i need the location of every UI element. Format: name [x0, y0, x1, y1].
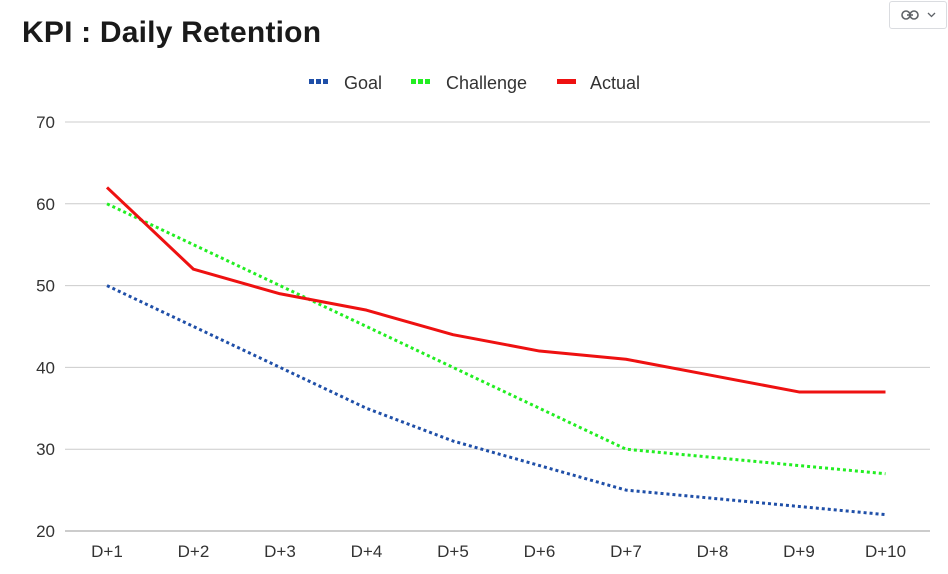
y-tick-label: 30	[36, 440, 55, 459]
legend-swatch	[309, 79, 314, 84]
legend-swatch	[316, 79, 321, 84]
x-tick-label: D+8	[697, 542, 729, 561]
chevron-down-icon	[927, 12, 935, 18]
y-tick-label: 40	[36, 358, 55, 377]
legend-label-goal: Goal	[344, 73, 382, 93]
y-tick-label: 50	[36, 277, 55, 296]
x-tick-label: D+9	[783, 542, 815, 561]
legend-swatch	[323, 79, 328, 84]
legend-swatch	[411, 79, 416, 84]
legend-swatch	[418, 79, 423, 84]
series-line-goal	[106, 284, 886, 517]
y-tick-label: 70	[36, 113, 55, 132]
link-icon	[900, 10, 919, 20]
series-line-actual	[105, 186, 886, 394]
y-tick-label: 60	[36, 195, 55, 214]
x-tick-label: D+3	[264, 542, 296, 561]
legend-label-actual: Actual	[590, 73, 640, 93]
series-line-challenge	[106, 202, 886, 476]
x-tick-label: D+5	[437, 542, 469, 561]
x-tick-label: D+4	[351, 542, 383, 561]
x-tick-label: D+2	[178, 542, 210, 561]
x-tick-label: D+6	[524, 542, 556, 561]
legend-label-challenge: Challenge	[446, 73, 527, 93]
x-tick-label: D+1	[91, 542, 123, 561]
legend-swatch	[557, 79, 576, 84]
x-tick-label: D+7	[610, 542, 642, 561]
legend-swatch	[425, 79, 430, 84]
x-tick-label: D+10	[865, 542, 906, 561]
y-tick-label: 20	[36, 522, 55, 541]
link-menu-button[interactable]	[889, 1, 947, 29]
chart-title: KPI : Daily Retention	[22, 16, 322, 49]
